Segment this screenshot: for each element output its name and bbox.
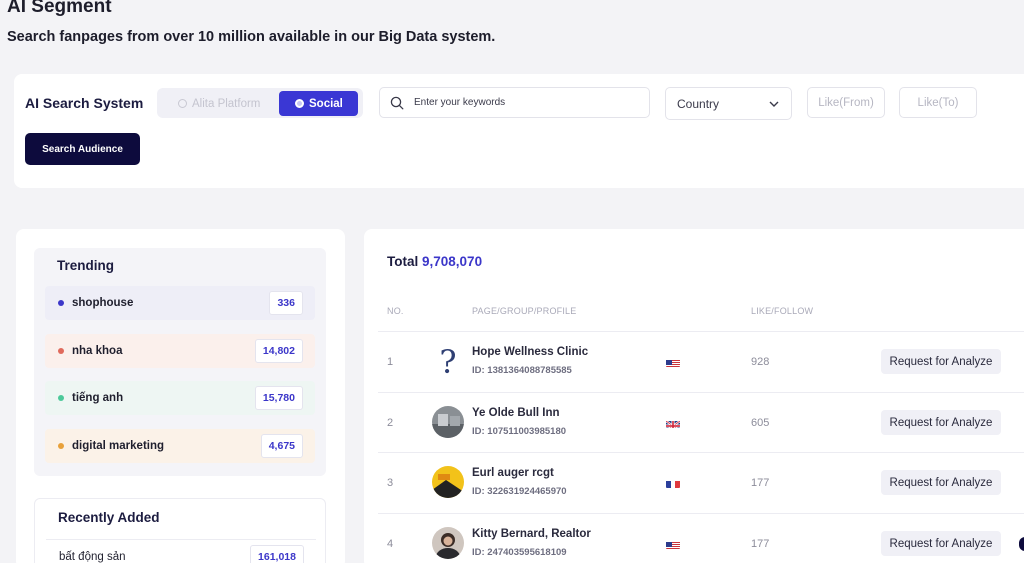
trending-title: Trending <box>57 258 114 273</box>
trending-item-label-wrap: digital marketing <box>58 440 164 452</box>
trending-item-label-wrap: nha khoa <box>58 345 122 357</box>
page-id: ID: 322631924465970 <box>472 486 567 497</box>
keyword-input[interactable] <box>414 97 614 108</box>
page-avatar <box>432 406 464 438</box>
radio-selected-icon <box>295 99 304 108</box>
recently-added-title: Recently Added <box>58 510 160 525</box>
request-analyze-button[interactable]: Request for Analyze <box>881 470 1001 495</box>
page-title: AI Segment <box>7 0 112 17</box>
like-count: 928 <box>751 356 770 368</box>
page-name[interactable]: Eurl auger rcgt <box>472 467 554 479</box>
total-label: Total <box>387 254 419 269</box>
page-name[interactable]: Hope Wellness Clinic <box>472 346 589 358</box>
trending-item-count: 15,780 <box>254 386 303 410</box>
request-analyze-button[interactable]: Request for Analyze <box>881 349 1001 374</box>
trending-item-label: nha khoa <box>72 345 123 357</box>
bullet-dot-icon <box>58 348 64 354</box>
page-id: ID: 247403595618109 <box>472 547 567 558</box>
chevron-down-icon <box>769 101 779 107</box>
svg-text:?: ? <box>439 345 456 377</box>
trending-item[interactable]: digital marketing 4,675 <box>45 429 315 463</box>
page-name[interactable]: Kitty Bernard, Realtor <box>472 528 591 540</box>
trending-item-count: 336 <box>269 291 303 315</box>
platform-option-alita-label: Alita Platform <box>192 97 261 110</box>
search-system-label: AI Search System <box>25 95 144 111</box>
page-avatar: ? <box>432 345 464 377</box>
trending-item-label: tiếng anh <box>72 392 124 404</box>
request-analyze-button[interactable]: Request for Analyze <box>881 410 1001 435</box>
us-flag-icon <box>666 357 680 367</box>
trending-item-label-wrap: shophouse <box>58 297 133 309</box>
table-row: 2 Ye Olde Bull Inn ID: 107511003985180 605 R… <box>378 392 1024 453</box>
row-number: 1 <box>387 356 394 368</box>
trending-item-count: 14,802 <box>254 339 303 363</box>
table-row: 3 Eurl auger rcgt ID: 322631924465970 177 Re… <box>378 452 1024 513</box>
bullet-dot-icon <box>58 443 64 449</box>
recent-item-label: bất động sản <box>59 550 126 563</box>
results-total: Total 9,708,070 <box>387 254 482 269</box>
keyword-search-field[interactable] <box>379 87 650 118</box>
platform-toggle: Alita Platform Social <box>157 88 363 118</box>
page-name[interactable]: Ye Olde Bull Inn <box>472 407 560 419</box>
page-avatar <box>432 527 464 559</box>
table-row: 1? Hope Wellness Clinic ID: 13813640887855… <box>378 331 1024 392</box>
france-flag-icon <box>666 478 680 488</box>
country-select[interactable]: Country <box>665 87 792 120</box>
row-number: 2 <box>387 417 394 429</box>
row-number: 3 <box>387 477 394 489</box>
trending-item[interactable]: nha khoa 14,802 <box>45 334 315 368</box>
trending-item[interactable]: shophouse 336 <box>45 286 315 320</box>
column-header-likes: LIKE/FOLLOW <box>751 306 814 316</box>
column-header-page: PAGE/GROUP/PROFILE <box>472 306 577 316</box>
sidebar-card: Trending shophouse 336 nha khoa 14,802 tiếng… <box>16 229 345 563</box>
page-avatar <box>432 466 464 498</box>
page-subtitle: Search fanpages from over 10 million ava… <box>7 29 496 45</box>
platform-option-social-label: Social <box>309 97 343 110</box>
column-header-no: NO. <box>387 306 404 316</box>
like-to-input[interactable]: Like(To) <box>899 87 977 118</box>
table-row: 4 Kitty Bernard, Realtor ID: 2474035956181… <box>378 513 1024 563</box>
platform-option-social[interactable]: Social <box>279 91 358 116</box>
page-id: ID: 107511003985180 <box>472 426 567 437</box>
results-card: Total 9,708,070 NO. PAGE/GROUP/PROFILE L… <box>364 229 1024 563</box>
total-value: 9,708,070 <box>422 254 483 269</box>
like-from-input[interactable]: Like(From) <box>807 87 885 118</box>
search-audience-button[interactable]: Search Audience <box>25 133 140 165</box>
trending-item-label: shophouse <box>72 297 134 309</box>
trending-panel: Trending shophouse 336 nha khoa 14,802 tiếng… <box>34 248 326 476</box>
platform-option-alita[interactable]: Alita Platform <box>178 91 260 116</box>
like-count: 605 <box>751 417 770 429</box>
trending-item[interactable]: tiếng anh 15,780 <box>45 381 315 415</box>
recently-added-panel: Recently Added bất động sản 161,018 <box>34 498 326 563</box>
bullet-dot-icon <box>58 395 64 401</box>
chat-widget-tab[interactable] <box>1019 537 1024 551</box>
like-count: 177 <box>751 538 770 550</box>
search-panel: AI Search System Alita Platform Social C… <box>14 74 1024 188</box>
page-id: ID: 1381364088785585 <box>472 365 572 376</box>
uk-flag-icon <box>666 418 680 428</box>
search-icon <box>390 96 404 109</box>
trending-item-label-wrap: tiếng anh <box>58 392 123 404</box>
country-select-label: Country <box>677 96 720 111</box>
row-number: 4 <box>387 538 394 550</box>
like-count: 177 <box>751 477 770 489</box>
recent-item[interactable]: bất động sản 161,018 <box>46 539 316 563</box>
bullet-dot-icon <box>58 300 64 306</box>
trending-item-count: 4,675 <box>260 434 303 458</box>
radio-icon <box>178 99 187 108</box>
request-analyze-button[interactable]: Request for Analyze <box>881 531 1001 556</box>
recent-item-count: 161,018 <box>250 544 304 563</box>
us-flag-icon <box>666 539 680 549</box>
trending-item-label: digital marketing <box>72 440 165 452</box>
